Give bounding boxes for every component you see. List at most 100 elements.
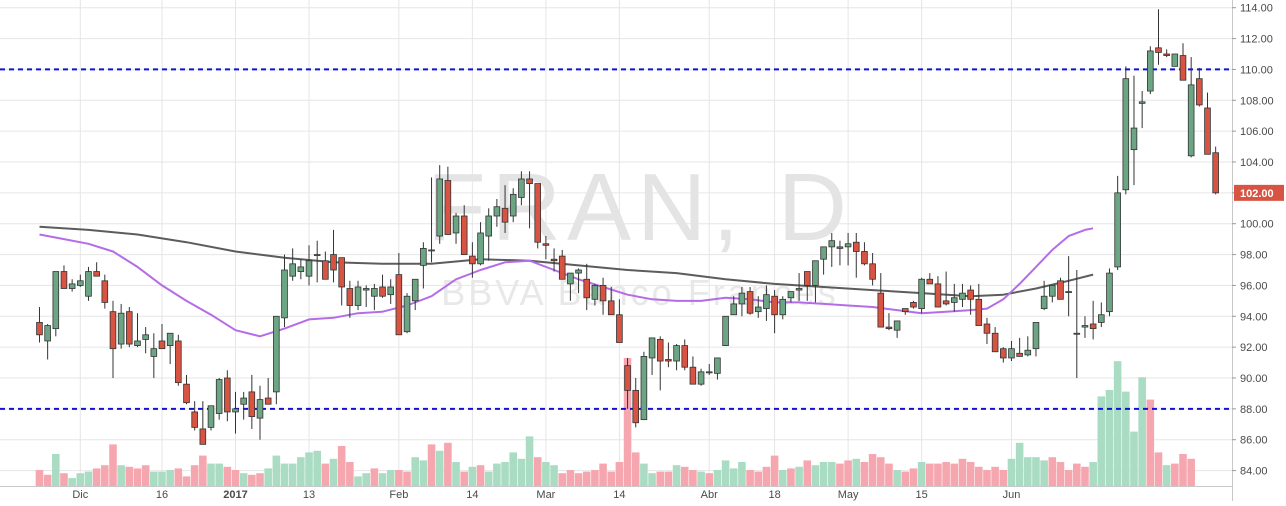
- volume-bar: [248, 474, 256, 486]
- candle-body: [1040, 295, 1048, 309]
- candle-body: [779, 298, 787, 316]
- volume-bar: [836, 463, 844, 486]
- volume-bar: [337, 446, 346, 486]
- candle-body: [1147, 50, 1154, 92]
- candle-body: [289, 263, 296, 277]
- time-tick-label: 14: [466, 489, 478, 501]
- candle-body: [1179, 55, 1187, 81]
- candle-body: [746, 291, 754, 314]
- candle-body: [910, 301, 917, 308]
- candle-body: [85, 271, 92, 297]
- candle-body: [428, 249, 435, 252]
- candle-body: [926, 278, 934, 285]
- candle-body: [771, 295, 778, 316]
- price-tick-label: 88.00: [1240, 404, 1268, 416]
- volume-bar: [239, 473, 248, 486]
- candle-body: [199, 428, 207, 445]
- time-tick-label: 2017: [223, 489, 247, 501]
- candle-body: [1000, 348, 1007, 359]
- candle-body: [722, 315, 729, 346]
- volume-bar: [860, 462, 869, 486]
- volume-bar: [746, 470, 754, 486]
- candle-body: [820, 246, 827, 260]
- volume-bar: [1130, 431, 1138, 486]
- volume-bar: [158, 471, 166, 486]
- volume-bar: [1113, 361, 1122, 486]
- volume-bar: [754, 471, 763, 486]
- candle-body: [1032, 322, 1040, 350]
- candle-body: [264, 397, 272, 405]
- volume-bar: [729, 468, 738, 486]
- volume-bar: [231, 470, 240, 486]
- candle-body: [951, 297, 958, 303]
- volume-bar: [966, 462, 975, 486]
- candle-body: [1057, 280, 1064, 300]
- volume-bar: [778, 470, 787, 486]
- volume-bar: [43, 474, 52, 486]
- volume-bar: [313, 450, 321, 486]
- price-axis[interactable]: 84.00 86.00 88.00 90.00 92.00 94.00 96.00 98.00…: [1232, 0, 1286, 501]
- candle-body: [738, 292, 746, 305]
- price-tick-label: 90.00: [1240, 373, 1268, 385]
- volume-bar: [354, 476, 362, 486]
- price-tick-label: 104.00: [1240, 157, 1274, 169]
- volume-bar: [591, 470, 599, 486]
- candle-body: [1130, 127, 1138, 151]
- candle-body: [134, 340, 141, 347]
- volume-bar: [272, 455, 281, 486]
- volume-bar: [827, 462, 836, 486]
- candle-body: [893, 320, 901, 331]
- candle-body: [885, 326, 893, 330]
- volume-bar: [558, 473, 567, 486]
- volume-bar: [533, 457, 542, 486]
- candle-body: [1106, 272, 1113, 313]
- time-tick-label: 13: [303, 489, 315, 501]
- volume-bar: [329, 458, 338, 486]
- time-tick-label: 14: [613, 489, 625, 501]
- volume-bar: [476, 465, 485, 486]
- last-price-label: 102.00: [1240, 188, 1274, 200]
- candle-body: [754, 306, 762, 313]
- candle-body: [93, 271, 100, 277]
- volume-bar: [60, 473, 68, 486]
- volume-bar: [680, 466, 689, 486]
- volume-bar: [288, 463, 297, 486]
- volume-bar: [460, 471, 468, 486]
- volume-bar: [1015, 442, 1024, 486]
- candle-body: [697, 371, 705, 385]
- price-tick-label: 114.00: [1240, 3, 1273, 15]
- volume-bar: [868, 454, 877, 486]
- candle-body: [379, 286, 386, 297]
- time-tick-label: Jun: [1003, 489, 1021, 501]
- horizontal-lines[interactable]: [0, 68, 1232, 410]
- volume-bar: [819, 462, 828, 486]
- candle-body: [1187, 84, 1195, 157]
- volume-bar: [84, 471, 93, 486]
- volume-bar: [362, 473, 370, 486]
- time-tick-label: Mar: [536, 489, 555, 501]
- price-tick-label: 110.00: [1240, 64, 1273, 76]
- candle-body: [354, 286, 362, 306]
- volume-bar: [901, 471, 910, 486]
- candle-body: [477, 232, 484, 265]
- candle-body: [313, 254, 321, 256]
- volume-bar: [803, 460, 812, 486]
- candle-body: [387, 286, 394, 296]
- volume-bar: [468, 466, 477, 486]
- candle-body: [991, 332, 999, 353]
- time-tick-label: Abr: [701, 489, 718, 501]
- volume-bar: [599, 463, 607, 486]
- time-axis[interactable]: Dic 16 2017 13 Feb 14 Mar 14 Abr 18 May 15 Jun: [0, 486, 1232, 501]
- volume-bar: [574, 473, 583, 486]
- candle-body: [632, 389, 640, 424]
- volume-bar: [435, 450, 444, 486]
- candle-body: [1114, 192, 1121, 268]
- candle-body: [616, 314, 623, 343]
- candle-body: [485, 215, 492, 237]
- candle-body: [60, 271, 68, 289]
- volume-bar: [550, 465, 558, 486]
- candle-body: [1171, 53, 1179, 67]
- volume-bar: [378, 473, 387, 486]
